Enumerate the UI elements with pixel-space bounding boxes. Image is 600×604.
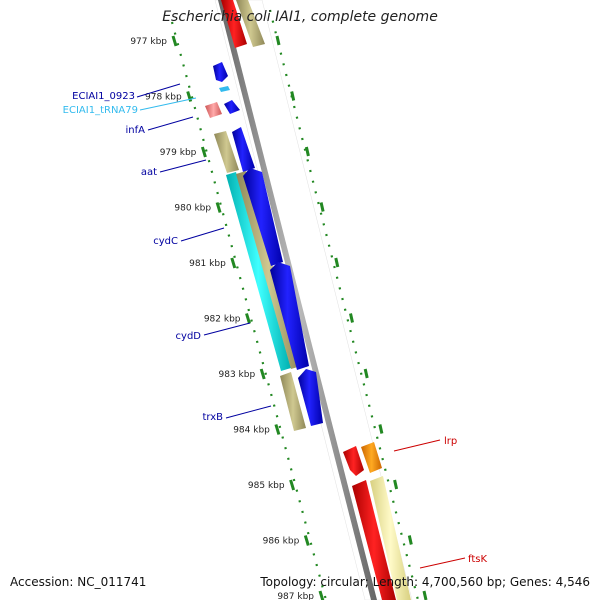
tick-label: 978 kbp — [145, 93, 182, 103]
tick-mark-right — [290, 91, 296, 101]
gene-top-tan — [236, 0, 265, 47]
tick-mark-right — [393, 479, 399, 490]
label-ECIAI1_tRNA79[interactable]: ECIAI1_tRNA79 — [63, 105, 138, 116]
tick-mark — [259, 368, 266, 380]
tick-ring-left — [170, 21, 328, 601]
backbone-line — [218, 0, 377, 600]
tick-mark-right — [349, 313, 354, 323]
tick-mark — [303, 535, 310, 546]
features-left — [205, 0, 323, 431]
tick-label: 980 kbp — [174, 204, 211, 214]
gene-ftsK[interactable] — [370, 476, 411, 600]
gene-lrp[interactable] — [361, 442, 382, 473]
gene-callouts: ECIAI1_0923 ECIAI1_tRNA79 infA aat cydC … — [63, 83, 487, 569]
gene-lrp-red — [343, 446, 364, 476]
tick-mark-right — [304, 146, 310, 157]
tick-label: 981 kbp — [189, 259, 226, 269]
tick-marks — [171, 35, 428, 602]
tick-mark — [230, 257, 237, 269]
tick-label: 983 kbp — [219, 370, 256, 380]
tick-mark — [186, 91, 193, 102]
tick-label: 987 kbp — [277, 592, 314, 600]
label-ftsK[interactable]: ftsK — [468, 554, 487, 565]
label-aat[interactable]: aat — [141, 167, 157, 178]
topology-text: Topology: circular; Length: 4,700,560 bp… — [260, 575, 590, 589]
label-lrp[interactable]: lrp — [444, 436, 457, 447]
tick-mark — [274, 424, 281, 435]
tick-mark-right — [378, 424, 384, 434]
tick-mark-right — [334, 257, 340, 268]
tick-label: 977 kbp — [130, 37, 167, 47]
gene-cydD[interactable] — [243, 168, 283, 266]
tick-mark — [171, 35, 178, 47]
tick-ring-right — [268, 9, 420, 601]
gene-ECIAI1_0923[interactable] — [213, 62, 228, 82]
gene-infA-pink — [205, 102, 222, 118]
label-infA[interactable]: infA — [126, 125, 146, 136]
tick-mark-right — [422, 590, 428, 601]
gene-cydD-2 — [270, 262, 309, 370]
gene-ECIAI1_tRNA79[interactable] — [219, 86, 230, 92]
tick-mark-right — [275, 35, 281, 46]
tick-mark — [318, 590, 325, 602]
gene-aat-blue — [232, 127, 255, 172]
tick-mark — [289, 479, 296, 491]
accession-text: Accession: NC_011741 — [10, 575, 147, 589]
tick-label: 982 kbp — [204, 315, 241, 325]
features-right — [343, 442, 411, 600]
tick-label: 979 kbp — [160, 148, 197, 158]
gene-top-red — [221, 0, 247, 48]
map-title: Escherichia coli IAI1, complete genome — [162, 9, 438, 25]
label-trxB[interactable]: trxB — [202, 412, 223, 423]
tick-mark-right — [319, 202, 325, 212]
tick-mark — [215, 202, 222, 213]
tick-mark-right — [407, 535, 413, 545]
gene-cydC[interactable] — [226, 172, 291, 371]
tick-label: 984 kbp — [233, 426, 270, 436]
gene-ftsK-red — [352, 480, 396, 600]
gene-trxB-blue — [298, 369, 323, 426]
tick-mark — [245, 313, 251, 324]
tick-mark — [200, 146, 207, 158]
label-cydD[interactable]: cydD — [176, 331, 202, 342]
label-ECIAI1_0923[interactable]: ECIAI1_0923 — [72, 91, 135, 102]
gene-trxB[interactable] — [280, 372, 306, 431]
gene-aat[interactable] — [214, 131, 239, 173]
gene-infA[interactable] — [224, 100, 240, 114]
tick-label: 986 kbp — [263, 537, 300, 547]
tick-label: 985 kbp — [248, 481, 285, 491]
tick-mark-right — [363, 368, 369, 379]
label-cydC[interactable]: cydC — [153, 236, 178, 247]
tick-labels: 977 kbp 978 kbp 979 kbp 980 kbp 981 kbp 982 k… — [130, 37, 314, 602]
